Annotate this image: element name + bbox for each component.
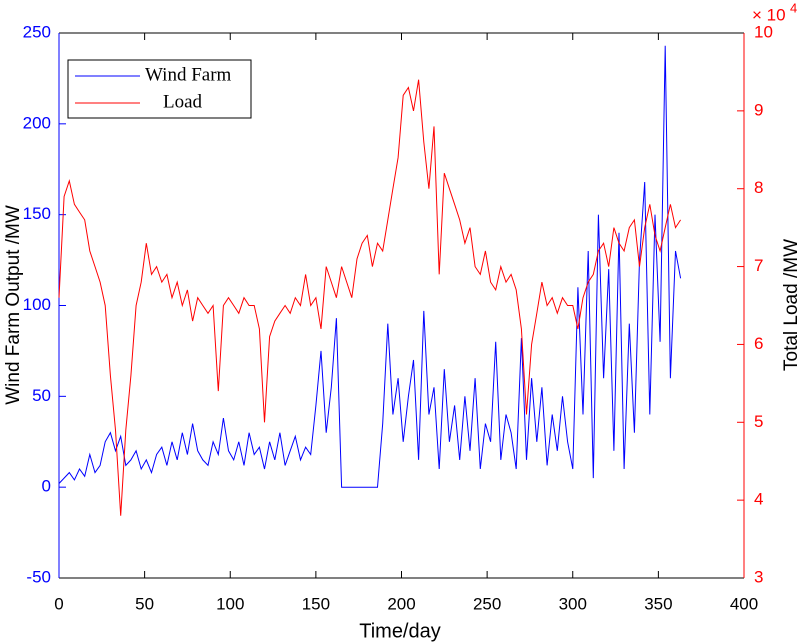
x-tick-label: 50 bbox=[135, 594, 154, 613]
y-tick-label: 250 bbox=[23, 22, 51, 41]
y2-scale-exponent: 4 bbox=[790, 0, 797, 15]
y2-tick-label: 7 bbox=[754, 256, 763, 275]
data-line bbox=[58, 45, 682, 488]
y-tick-label: 150 bbox=[23, 204, 51, 223]
x-axis-label: Time/day bbox=[359, 620, 441, 642]
y2-scale-label: × 10 bbox=[752, 5, 786, 24]
y2-tick-label: 8 bbox=[754, 178, 763, 197]
x-tick-label: 400 bbox=[730, 594, 758, 613]
y2-tick-label: 6 bbox=[754, 334, 763, 353]
x-tick-label: 150 bbox=[302, 594, 330, 613]
data-line bbox=[58, 79, 682, 516]
y-tick-label: 50 bbox=[32, 386, 51, 405]
legend-box bbox=[67, 59, 252, 119]
x-tick-label: 200 bbox=[387, 594, 415, 613]
y2-tick-label: 10 bbox=[754, 22, 773, 41]
legend-label: Wind Farm bbox=[145, 64, 232, 85]
y-tick-label: 200 bbox=[23, 113, 51, 132]
y-axis-label: Wind Farm Output /MW bbox=[3, 205, 24, 405]
legend-label: Load bbox=[163, 91, 203, 112]
y2-axis-label: Total Load /MW bbox=[781, 239, 802, 371]
y2-tick-label: 9 bbox=[754, 100, 763, 119]
y2-tick-label: 4 bbox=[754, 490, 763, 509]
x-tick-label: 250 bbox=[473, 594, 501, 613]
y2-tick-label: 3 bbox=[754, 567, 763, 586]
y-tick-label: -50 bbox=[26, 567, 51, 586]
x-tick-label: 100 bbox=[216, 594, 244, 613]
x-tick-label: 300 bbox=[559, 594, 587, 613]
y-tick-label: 0 bbox=[42, 477, 51, 496]
y-tick-label: 100 bbox=[23, 295, 51, 314]
y2-tick-label: 5 bbox=[754, 412, 763, 431]
x-tick-label: 0 bbox=[54, 594, 63, 613]
x-tick-label: 350 bbox=[644, 594, 672, 613]
